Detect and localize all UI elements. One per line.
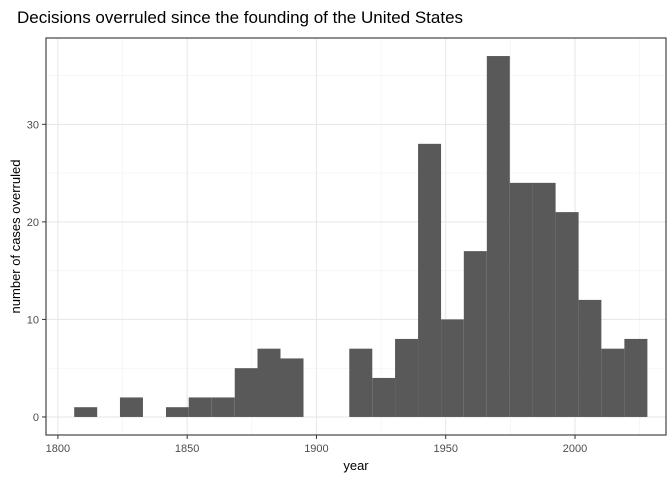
histogram-bar — [601, 348, 625, 417]
histogram-bar — [165, 407, 189, 417]
histogram-bar — [418, 143, 442, 417]
histogram-bar — [372, 377, 396, 417]
histogram-bar — [486, 56, 510, 417]
histogram-bar — [119, 397, 143, 417]
x-tick-label: 1850 — [175, 443, 199, 455]
y-tick-label: 30 — [27, 119, 39, 131]
y-axis: 0 10 20 30 — [27, 119, 46, 424]
x-tick-label: 1900 — [304, 443, 328, 455]
histogram-bar — [463, 251, 487, 417]
histogram-bar — [441, 319, 464, 417]
y-tick-label: 10 — [27, 314, 39, 326]
plot-panel — [45, 37, 667, 436]
histogram-bar — [349, 348, 373, 417]
histogram-bar — [211, 397, 235, 417]
histogram-bar — [555, 212, 579, 417]
y-tick-label: 20 — [27, 217, 39, 229]
histogram-bar — [624, 338, 648, 417]
histogram-bar — [395, 338, 419, 417]
x-axis-title: year — [343, 458, 369, 473]
histogram-bar — [74, 407, 98, 417]
chart-title: Decisions overruled since the founding o… — [17, 8, 463, 27]
x-tick-label: 1950 — [433, 443, 457, 455]
histogram-bar — [532, 182, 556, 417]
y-tick-label: 0 — [33, 412, 39, 424]
histogram-bar — [280, 358, 304, 417]
x-tick-label: 1800 — [46, 443, 70, 455]
histogram-bar — [188, 397, 212, 417]
plot-border — [45, 37, 667, 436]
x-axis: 1800 1850 1900 1950 2000 — [46, 435, 587, 455]
x-tick-label: 2000 — [563, 443, 587, 455]
histogram-bar — [509, 182, 533, 417]
histogram-bar — [257, 348, 281, 417]
histogram-bar — [234, 368, 258, 417]
histogram-bar — [578, 299, 602, 417]
histogram-bars — [74, 56, 648, 417]
y-axis-title: number of cases overruled — [8, 160, 23, 314]
